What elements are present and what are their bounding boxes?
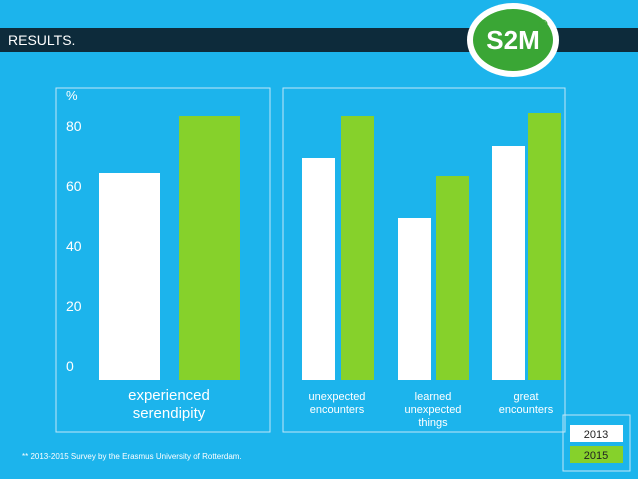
- slide-title: RESULTS.: [8, 32, 75, 48]
- x-tick-label: great encounters: [498, 391, 554, 417]
- legend-frame: [562, 414, 631, 472]
- y-tick-label: 40: [66, 238, 82, 254]
- panel: [282, 87, 566, 433]
- logo: [473, 9, 553, 71]
- registered-mark: [538, 19, 548, 29]
- x-tick-label: unexpected encounters: [308, 391, 366, 417]
- legend-swatch: [570, 425, 623, 442]
- bar: [436, 176, 469, 380]
- logo-text: S2M: [486, 25, 539, 55]
- legend-label: 2013: [584, 429, 608, 441]
- y-tick-label: 60: [66, 178, 82, 194]
- bar: [528, 113, 561, 380]
- y-tick-label: 0: [66, 358, 74, 374]
- bar: [398, 218, 431, 380]
- bar: [179, 116, 240, 380]
- x-tick-label: experienced serendipity: [128, 387, 210, 422]
- y-axis-label: %: [66, 88, 78, 103]
- legend-label: 2015: [584, 450, 608, 462]
- legend-swatch: [570, 446, 623, 463]
- footnote: ** 2013-2015 Survey by the Erasmus Unive…: [22, 452, 242, 461]
- x-tick-label: learned unexpected things: [404, 391, 462, 430]
- bar: [302, 158, 335, 380]
- y-tick-label: 80: [66, 118, 82, 134]
- panel: [55, 87, 271, 433]
- bar: [99, 173, 160, 380]
- bar: [341, 116, 374, 380]
- y-tick-label: 20: [66, 298, 82, 314]
- bar: [492, 146, 525, 380]
